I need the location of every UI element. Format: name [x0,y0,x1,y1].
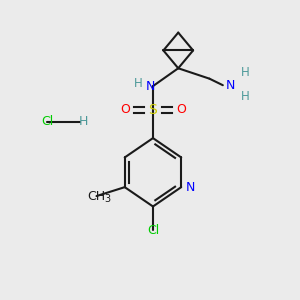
Text: O: O [176,103,186,116]
Text: O: O [120,103,130,116]
Text: H: H [78,115,88,128]
Text: Cl: Cl [147,224,159,237]
Text: CH: CH [87,190,106,202]
Text: N: N [186,181,195,194]
Text: N: N [226,79,235,92]
Text: 3: 3 [104,194,110,204]
Text: H: H [241,90,250,103]
Text: Cl: Cl [41,115,54,128]
Text: N: N [145,80,155,93]
Text: S: S [148,103,157,117]
Text: H: H [134,76,143,90]
Text: H: H [241,66,250,79]
